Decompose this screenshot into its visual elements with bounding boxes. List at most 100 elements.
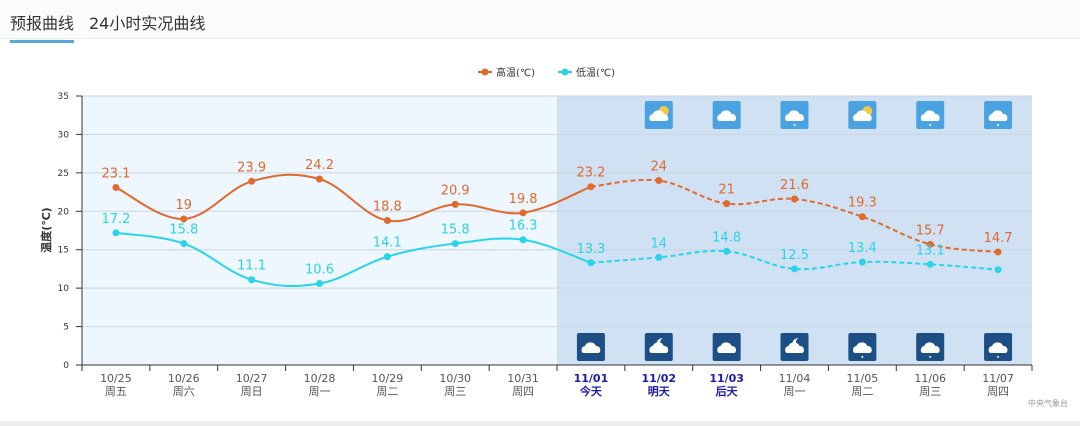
data-point bbox=[519, 236, 527, 244]
x-tick-label: 11/04 bbox=[779, 372, 811, 385]
raindrop-icon bbox=[929, 124, 932, 126]
cloud-icon bbox=[581, 342, 601, 353]
legend-label: 高温(℃) bbox=[496, 66, 535, 79]
data-point bbox=[316, 280, 323, 288]
cloud-icon bbox=[785, 342, 804, 353]
data-point bbox=[112, 229, 120, 237]
x-weekday-label: 周一 bbox=[784, 385, 806, 398]
data-label: 19 bbox=[176, 198, 193, 213]
data-point bbox=[112, 183, 120, 191]
data-point bbox=[926, 240, 934, 248]
x-tick-label: 11/01 bbox=[574, 372, 609, 385]
source-label: 中央气象台 bbox=[1028, 399, 1068, 408]
data-label: 21 bbox=[718, 183, 735, 198]
data-label: 14 bbox=[651, 236, 668, 251]
data-point bbox=[180, 240, 188, 248]
data-label: 15.7 bbox=[916, 223, 945, 238]
data-label: 15.8 bbox=[169, 223, 198, 238]
tab-bar: 预报曲线 24小时实况曲线 bbox=[0, 0, 1080, 43]
data-label: 21.6 bbox=[780, 178, 809, 193]
y-axis-title: 温度(℃) bbox=[39, 207, 53, 252]
data-point bbox=[383, 217, 391, 225]
cloud-icon bbox=[988, 110, 1008, 121]
tab-24h-observed-curve[interactable]: 24小时实况曲线 bbox=[89, 14, 206, 33]
legend-label: 低温(℃) bbox=[576, 66, 615, 79]
data-point bbox=[723, 200, 731, 208]
cloud-icon bbox=[717, 110, 737, 121]
y-tick-label: 0 bbox=[63, 361, 69, 371]
data-point bbox=[383, 253, 391, 261]
cloud-icon bbox=[920, 342, 940, 353]
data-label: 19.3 bbox=[848, 196, 877, 211]
x-weekday-label: 周五 bbox=[105, 385, 127, 398]
legend-marker bbox=[561, 68, 569, 76]
data-label: 11.1 bbox=[237, 259, 266, 274]
cloud-icon bbox=[785, 110, 804, 121]
raindrop-icon bbox=[793, 124, 796, 126]
data-point bbox=[519, 209, 527, 217]
x-weekday-label: 周四 bbox=[512, 385, 534, 398]
x-weekday-label: 今天 bbox=[579, 384, 603, 398]
x-tick-label: 10/31 bbox=[507, 372, 539, 385]
cloud-icon bbox=[649, 342, 669, 353]
data-label: 12.5 bbox=[780, 248, 809, 263]
y-tick-label: 15 bbox=[58, 246, 69, 256]
data-point bbox=[994, 248, 1002, 256]
data-point bbox=[451, 200, 459, 208]
data-point bbox=[994, 266, 1002, 274]
divider bbox=[0, 421, 1080, 426]
data-point bbox=[180, 215, 188, 223]
x-weekday-label: 后天 bbox=[716, 384, 739, 398]
data-label: 20.9 bbox=[441, 183, 470, 198]
data-label: 16.3 bbox=[509, 219, 538, 234]
data-label: 23.9 bbox=[237, 160, 266, 175]
data-label: 15.8 bbox=[441, 223, 470, 238]
legend-marker bbox=[481, 68, 489, 76]
data-label: 13.1 bbox=[916, 243, 945, 258]
data-point bbox=[451, 240, 459, 248]
data-point bbox=[858, 258, 866, 266]
data-point bbox=[248, 276, 256, 284]
data-label: 23.1 bbox=[101, 166, 130, 181]
x-weekday-label: 周四 bbox=[987, 385, 1009, 398]
x-tick-label: 10/30 bbox=[439, 372, 471, 385]
data-point bbox=[791, 265, 798, 273]
data-point bbox=[655, 253, 663, 261]
cloud-icon bbox=[649, 110, 669, 121]
raindrop-icon bbox=[997, 356, 1000, 358]
data-label: 14.1 bbox=[373, 236, 402, 251]
forecast-background bbox=[557, 96, 1032, 365]
x-tick-label: 10/27 bbox=[236, 372, 268, 385]
cloud-icon bbox=[988, 342, 1008, 353]
x-tick-label: 10/28 bbox=[304, 372, 336, 385]
data-label: 18.8 bbox=[373, 200, 402, 215]
x-tick-label: 10/29 bbox=[372, 372, 404, 385]
tab-forecast-curve[interactable]: 预报曲线 bbox=[10, 10, 75, 43]
data-point bbox=[858, 213, 866, 221]
y-tick-label: 20 bbox=[58, 207, 70, 217]
cloud-icon bbox=[920, 110, 940, 121]
y-tick-label: 30 bbox=[58, 130, 70, 140]
data-label: 14.8 bbox=[712, 230, 741, 245]
x-tick-label: 11/02 bbox=[641, 372, 676, 385]
data-point bbox=[791, 195, 798, 203]
x-weekday-label: 周二 bbox=[851, 385, 873, 398]
x-tick-label: 10/26 bbox=[168, 372, 200, 385]
data-label: 14.7 bbox=[984, 231, 1013, 246]
data-point bbox=[248, 177, 256, 185]
series-line-history bbox=[115, 231, 592, 288]
data-point bbox=[926, 260, 934, 268]
data-point bbox=[723, 247, 731, 255]
x-weekday-label: 周一 bbox=[309, 385, 331, 398]
cloud-icon bbox=[852, 110, 872, 121]
raindrop-icon bbox=[861, 356, 864, 358]
y-tick-label: 10 bbox=[58, 284, 70, 294]
raindrop-icon bbox=[997, 124, 1000, 126]
cloud-icon bbox=[717, 342, 737, 353]
data-point bbox=[655, 177, 663, 185]
x-tick-label: 11/07 bbox=[982, 372, 1014, 385]
x-weekday-label: 明天 bbox=[648, 385, 671, 398]
x-tick-label: 10/25 bbox=[100, 372, 132, 385]
